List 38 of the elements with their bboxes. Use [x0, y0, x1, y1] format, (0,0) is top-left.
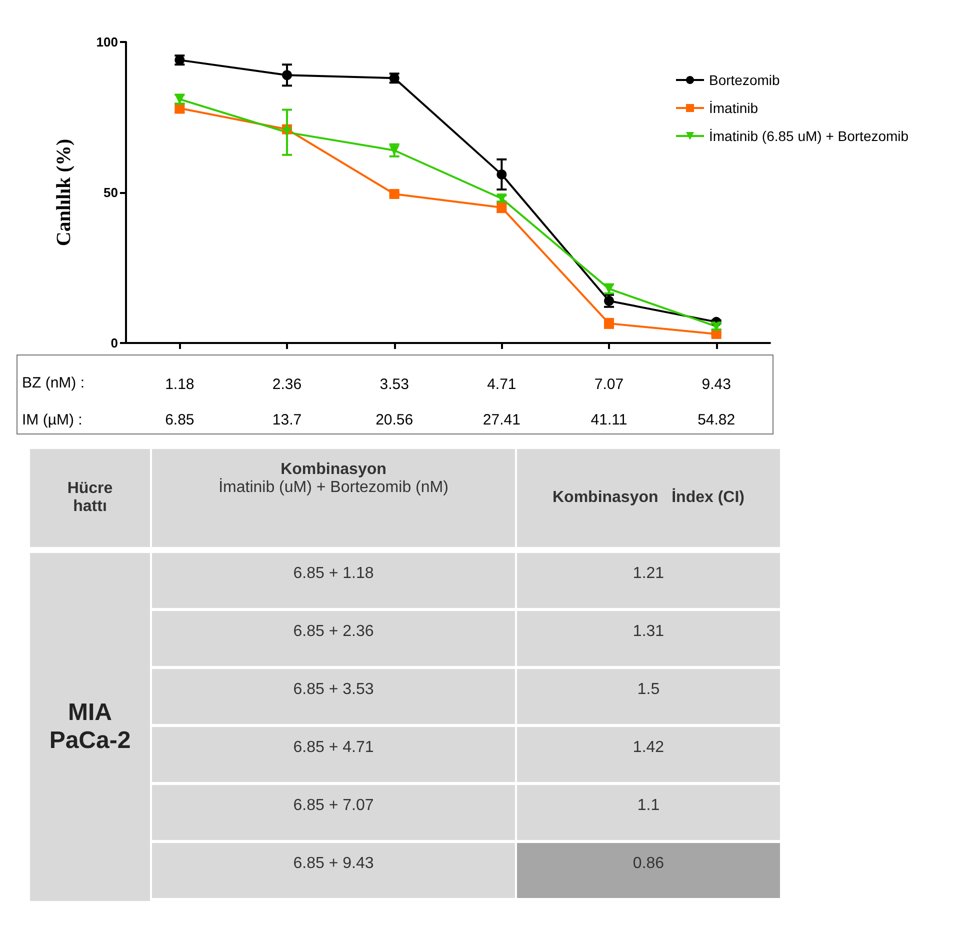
- y-axis-title: Canlılık (%): [53, 138, 75, 246]
- text: İmatinib (uM) + Bortezomib (nM): [218, 479, 448, 497]
- text: 6.85: [165, 412, 194, 428]
- text: 6.85 + 2.36: [293, 623, 374, 641]
- legend-label: Bortezomib: [709, 72, 780, 88]
- text: 1.31: [632, 623, 664, 641]
- x-tick-label: 3.53: [380, 376, 409, 393]
- x-tick-label: 7.07: [594, 376, 624, 393]
- text: 6.85 + 9.43: [293, 855, 374, 873]
- text: 6.85 + 4.71: [293, 739, 374, 757]
- text: 27.41: [482, 412, 520, 428]
- text: 20.56: [376, 412, 414, 428]
- text: Kombinasyon İndex (CI): [552, 489, 744, 507]
- legend-label: İmatinib (6.85 uM) + Bortezomib: [709, 128, 909, 144]
- y-tick-label: 100: [96, 34, 118, 50]
- text: 6.85 + 3.53: [293, 681, 374, 699]
- text: 13.7: [272, 412, 302, 428]
- x-tick-label: 1.18: [165, 376, 194, 393]
- x-tick-label: 2.36: [272, 376, 302, 393]
- text: 1.21: [632, 565, 664, 583]
- text: IM (µM) :: [22, 412, 82, 428]
- y-tick-label: 50: [104, 185, 118, 200]
- text: 1.1: [637, 797, 660, 815]
- text: 41.11: [590, 412, 628, 428]
- text: Kombinasyon: [280, 461, 388, 479]
- x-tick-label: 4.71: [487, 376, 516, 393]
- x-axis-title: BZ (nM) :: [22, 374, 84, 392]
- text: 1.5: [637, 681, 660, 699]
- y-tick-label: 0: [110, 336, 118, 350]
- text: 0.86: [632, 855, 664, 873]
- text: 6.85 + 7.07: [293, 797, 374, 815]
- text: Hücre hattı: [66, 480, 114, 516]
- text: 1.42: [632, 739, 664, 757]
- text: 6.85 + 1.18: [293, 565, 374, 583]
- legend-label: İmatinib: [709, 100, 758, 116]
- x-tick-label: 9.43: [702, 376, 731, 393]
- text: MIA PaCa-2: [48, 699, 132, 755]
- text: 54.82: [698, 412, 736, 428]
